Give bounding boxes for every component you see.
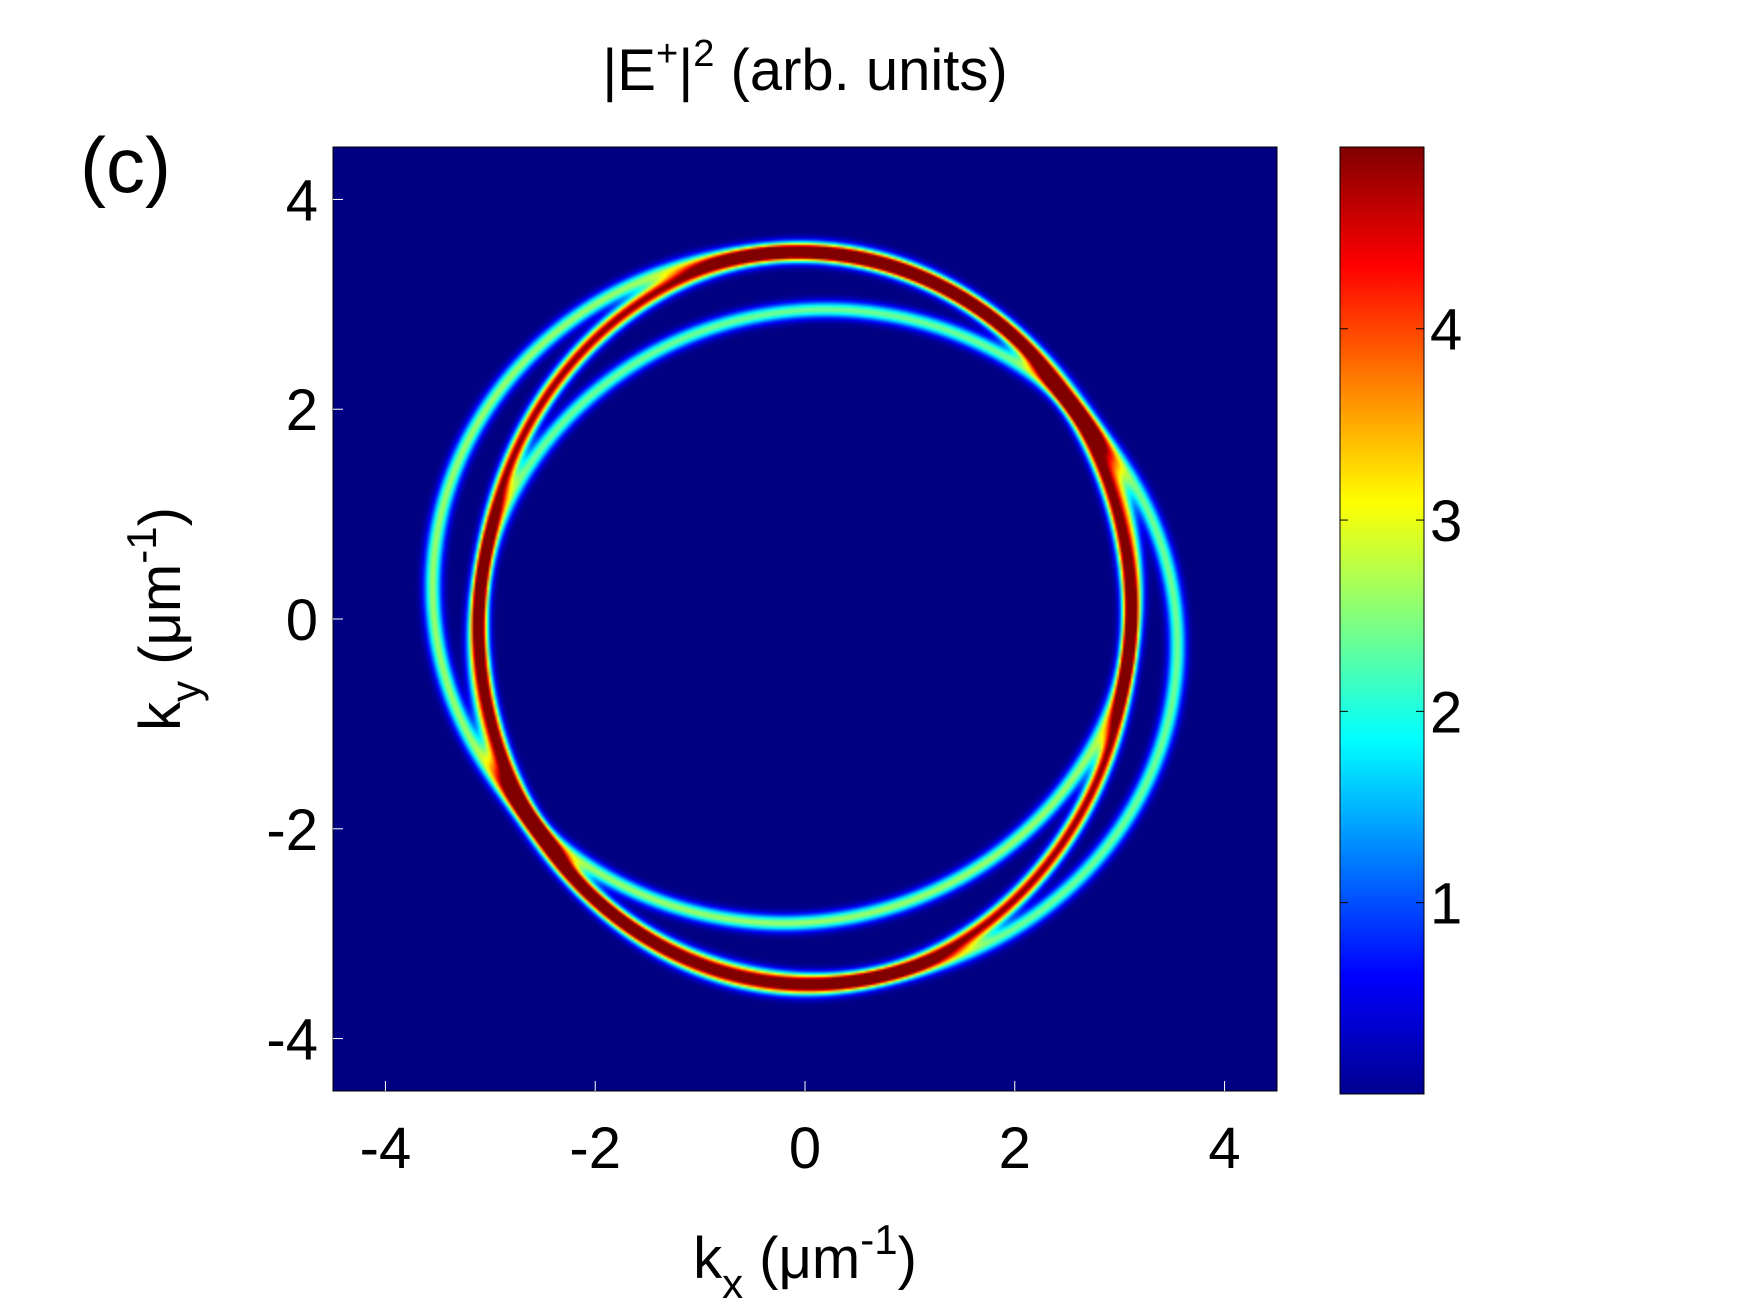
heatmap-image (333, 147, 1277, 1091)
x-tick-label: 0 (789, 1116, 821, 1181)
x-tick-label: 4 (1208, 1116, 1240, 1181)
chart-title: |E+|2 (arb. units) (602, 33, 1008, 103)
y-tick-label: 0 (286, 588, 318, 653)
colorbar-ticks: 1 2 3 4 (1340, 298, 1462, 937)
heatmap-plot (332, 146, 1278, 1092)
colorbar-tick-label: 4 (1430, 298, 1462, 363)
x-axis-ticks: -4 -2 0 2 4 (360, 1081, 1241, 1181)
x-tick-label: -2 (569, 1116, 621, 1181)
y-axis-label: ky (μm-1) (118, 507, 209, 731)
panel-label: (c) (80, 121, 171, 209)
colorbar-tick-label: 2 (1430, 680, 1462, 745)
y-tick-label: -4 (266, 1008, 318, 1073)
colorbar-tick-label: 1 (1430, 872, 1462, 937)
y-tick-label: 4 (286, 168, 318, 233)
x-axis-label: kx (μm-1) (693, 1216, 917, 1307)
x-tick-label: 2 (999, 1116, 1031, 1181)
colorbar-tick-label: 3 (1430, 489, 1462, 554)
y-axis-ticks: -4 -2 0 2 4 (266, 168, 343, 1073)
y-tick-label: -2 (266, 798, 318, 863)
x-tick-label: -4 (360, 1116, 412, 1181)
colorbar-gradient (1339, 146, 1425, 1095)
y-tick-label: 2 (286, 378, 318, 443)
colorbar: 1 2 3 4 (1339, 146, 1462, 1095)
